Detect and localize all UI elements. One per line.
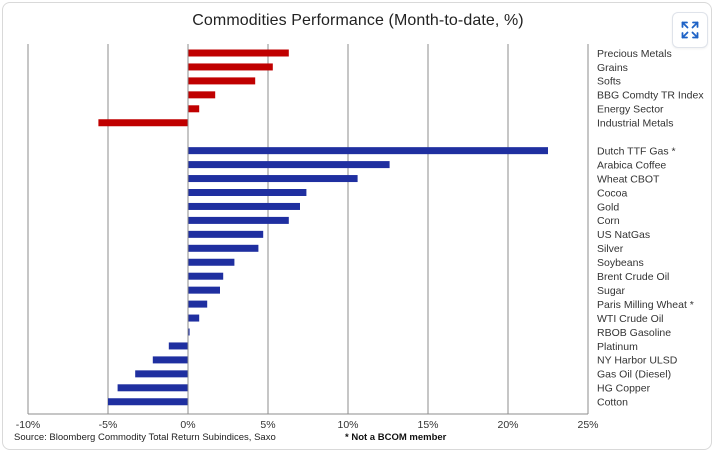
bar bbox=[188, 230, 264, 238]
category-label: Industrial Metals bbox=[597, 118, 673, 130]
category-label: HG Copper bbox=[597, 383, 651, 395]
bar bbox=[188, 328, 190, 336]
source-note: Source: Bloomberg Commodity Total Return… bbox=[14, 432, 276, 443]
category-label: Soybeans bbox=[597, 257, 644, 269]
chart-title: Commodities Performance (Month-to-date, … bbox=[192, 12, 524, 29]
category-label: Precious Metals bbox=[597, 48, 672, 60]
category-label: Paris Milling Wheat * bbox=[597, 299, 694, 311]
category-label: Dutch TTF Gas * bbox=[597, 145, 676, 157]
bar bbox=[168, 342, 188, 350]
category-label: Platinum bbox=[597, 341, 638, 353]
category-label: Grains bbox=[597, 62, 628, 74]
x-tick-label: -5% bbox=[99, 419, 118, 431]
bar bbox=[135, 370, 188, 378]
bar bbox=[188, 314, 200, 322]
category-label: Brent Crude Oil bbox=[597, 271, 669, 283]
category-label: Corn bbox=[597, 215, 620, 227]
category-label: Gold bbox=[597, 201, 619, 213]
bar bbox=[188, 175, 358, 183]
bar bbox=[188, 147, 548, 155]
category-label: Energy Sector bbox=[597, 104, 664, 116]
category-label: NY Harbor ULSD bbox=[597, 355, 678, 367]
category-label: Wheat CBOT bbox=[597, 173, 660, 185]
bar bbox=[98, 119, 188, 127]
bar bbox=[188, 258, 235, 266]
expand-button[interactable] bbox=[672, 12, 708, 48]
category-label: Softs bbox=[597, 76, 621, 88]
bar bbox=[188, 105, 200, 113]
bar bbox=[188, 63, 273, 71]
bar bbox=[108, 398, 188, 406]
x-tick-label: 10% bbox=[337, 419, 358, 431]
expand-arrows-icon bbox=[681, 21, 699, 39]
category-label: Cotton bbox=[597, 397, 628, 409]
bar bbox=[152, 356, 188, 364]
x-tick-label: 5% bbox=[260, 419, 275, 431]
bar bbox=[188, 189, 307, 196]
bar bbox=[188, 77, 256, 85]
bar bbox=[188, 216, 289, 224]
x-tick-label: -10% bbox=[16, 419, 41, 431]
x-tick-label: 15% bbox=[417, 419, 438, 431]
category-label: Gas Oil (Diesel) bbox=[597, 369, 671, 381]
bar bbox=[188, 91, 216, 99]
category-label: BBG Comdty TR Index bbox=[597, 90, 704, 102]
category-label: Silver bbox=[597, 243, 624, 255]
bar bbox=[188, 202, 300, 210]
category-label: Cocoa bbox=[597, 187, 628, 199]
bar bbox=[188, 161, 390, 169]
category-label: RBOB Gasoline bbox=[597, 327, 671, 339]
bar bbox=[117, 384, 188, 392]
x-tick-label: 20% bbox=[497, 419, 518, 431]
bar bbox=[188, 49, 289, 57]
category-label: Sugar bbox=[597, 285, 626, 297]
bar bbox=[188, 244, 259, 252]
x-tick-label: 0% bbox=[180, 419, 195, 431]
x-tick-label: 25% bbox=[577, 419, 598, 431]
bar bbox=[188, 286, 220, 294]
bar bbox=[188, 272, 224, 280]
bcom-footnote: * Not a BCOM member bbox=[345, 432, 447, 443]
bar bbox=[188, 300, 208, 308]
chart-card bbox=[2, 2, 712, 450]
category-label: Arabica Coffee bbox=[597, 159, 666, 171]
category-label: US NatGas bbox=[597, 229, 650, 241]
category-label: WTI Crude Oil bbox=[597, 313, 664, 325]
